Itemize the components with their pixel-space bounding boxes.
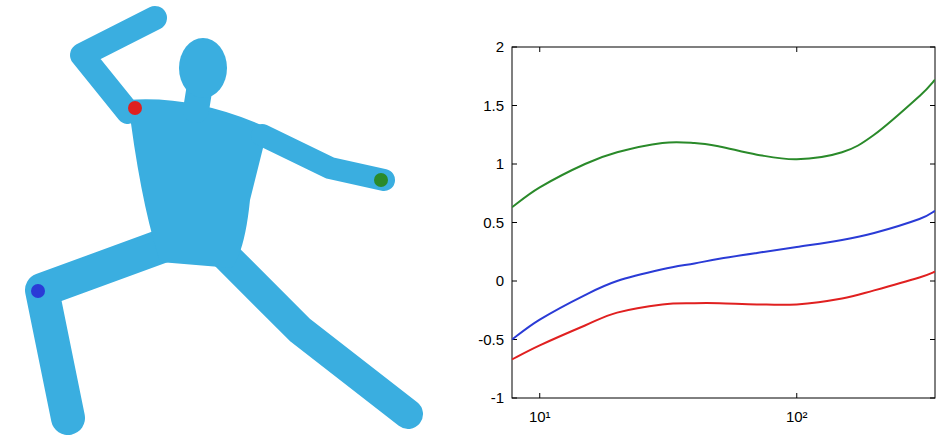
y-tick-label: 2 <box>496 38 504 55</box>
y-tick <box>512 164 517 165</box>
y-tick-label: 0 <box>496 272 504 289</box>
y-tick-label: 0.5 <box>483 214 504 231</box>
y-tick <box>512 47 517 48</box>
y-tick <box>512 398 517 399</box>
y-tick <box>930 164 935 165</box>
y-tick <box>930 105 935 106</box>
x-tick <box>796 393 797 398</box>
x-tick <box>539 47 540 52</box>
y-tick-label: -1 <box>491 389 504 406</box>
point-marker <box>374 173 388 187</box>
y-tick-label: 1 <box>496 155 504 172</box>
series-line <box>512 80 935 208</box>
plot-frame <box>512 47 935 398</box>
y-tick <box>930 222 935 223</box>
y-tick <box>930 281 935 282</box>
head <box>179 38 227 98</box>
y-tick <box>512 222 517 223</box>
torso <box>128 99 268 268</box>
limb <box>42 245 165 418</box>
x-tick-label: 10¹ <box>529 408 551 425</box>
human-figure <box>31 18 408 418</box>
point-marker <box>31 284 45 298</box>
limb <box>262 135 384 180</box>
x-tick <box>539 393 540 398</box>
y-tick <box>512 105 517 106</box>
y-tick <box>930 339 935 340</box>
series-line <box>512 211 935 340</box>
y-tick <box>930 398 935 399</box>
series-line <box>512 272 935 360</box>
x-tick-label: 10² <box>786 408 808 425</box>
x-tick <box>796 47 797 52</box>
limb <box>82 18 155 112</box>
y-tick <box>512 281 517 282</box>
y-tick-label: -0.5 <box>478 331 504 348</box>
y-tick-label: 1.5 <box>483 97 504 114</box>
point-marker <box>128 101 142 115</box>
y-tick <box>930 47 935 48</box>
figure: -1 -0.5 0 0.5 1 1.5 2 10¹ 10² <box>0 0 943 444</box>
limb <box>225 255 408 414</box>
lines <box>512 80 935 360</box>
